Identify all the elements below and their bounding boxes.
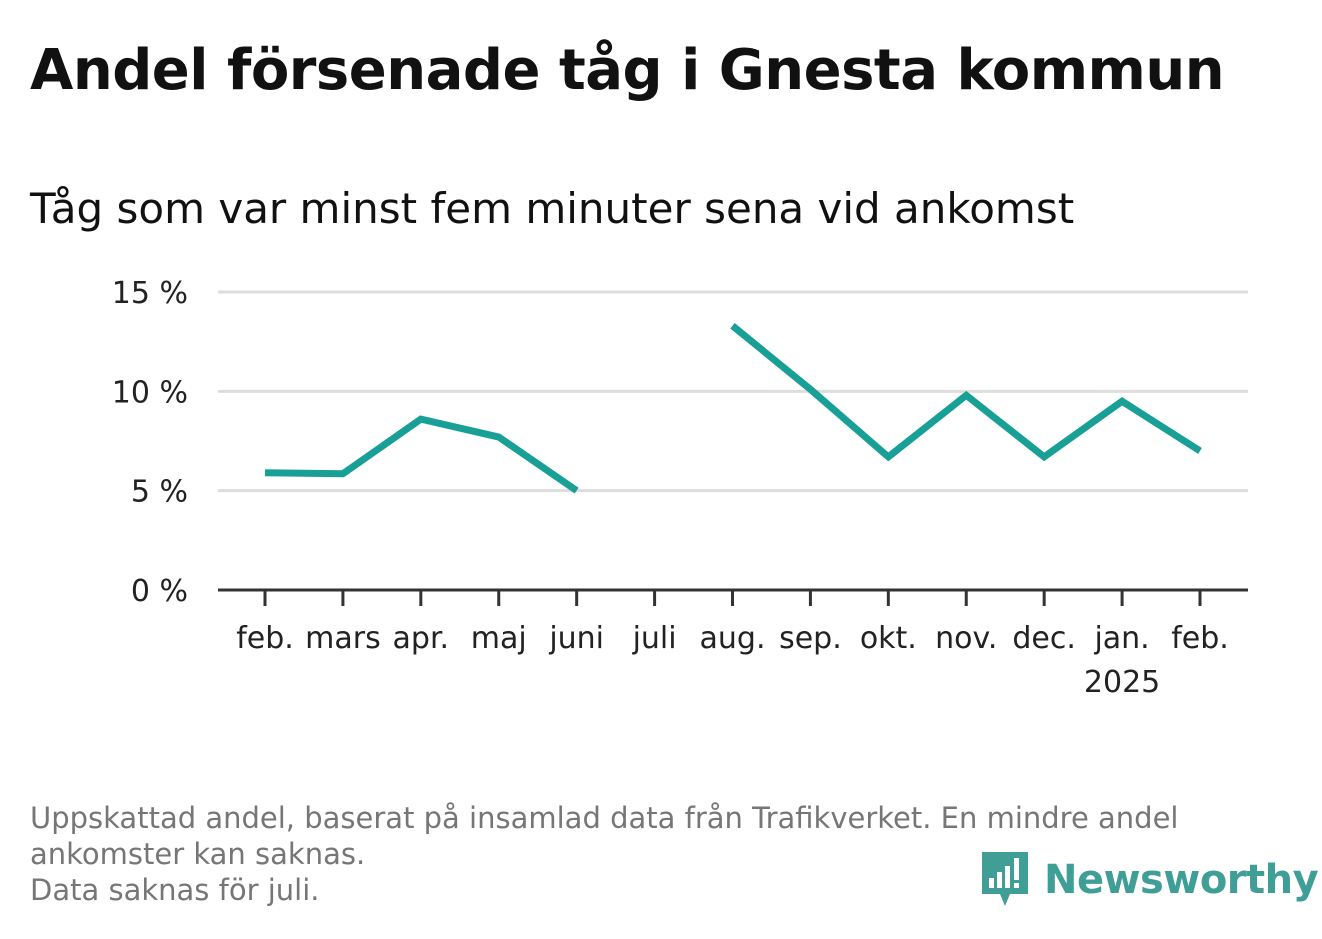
y-axis-ticks: 0 % 5 % 10 % 15 %: [112, 276, 188, 609]
x-tick-label: maj: [471, 621, 527, 656]
x-tick-label: aug.: [700, 621, 766, 656]
chart-subtitle: Tåg som var minst fem minuter sena vid a…: [30, 184, 1075, 233]
x-tick-label: apr.: [393, 621, 450, 656]
chart-title: Andel försenade tåg i Gnesta kommun: [30, 38, 1225, 103]
y-tick-label: 0 %: [131, 574, 188, 609]
brand-logo: Newsworthy: [980, 850, 1319, 910]
footnote: Uppskattad andel, baserat på insamlad da…: [30, 800, 1280, 908]
series-line: [730, 323, 1202, 462]
gridlines: [218, 290, 1248, 493]
x-tick-label: feb.: [236, 621, 294, 656]
x-tick-label: nov.: [935, 621, 997, 656]
brand-name: Newsworthy: [1044, 857, 1319, 903]
x-tick-label: dec.: [1012, 621, 1076, 656]
y-tick-label: 15 %: [112, 276, 188, 311]
x-tick-label: juli: [632, 621, 677, 656]
y-tick-label: 10 %: [112, 375, 188, 410]
footnote-line: ankomster kan saknas.: [30, 837, 366, 871]
x-tick-label: sep.: [779, 621, 842, 656]
x-axis-ticks: feb. mars apr. maj juni juli aug. sep. okt. nov. d…: [236, 621, 1229, 700]
x-tick-label: feb.: [1171, 621, 1229, 656]
newsworthy-logo-icon: [982, 852, 1028, 906]
footnote-line: Data saknas för juli.: [30, 873, 320, 907]
series-line: [264, 415, 579, 494]
x-tick-label: jan.: [1093, 621, 1149, 656]
y-tick-label: 5 %: [131, 475, 188, 510]
x-tick-label: okt.: [860, 621, 917, 656]
footnote-line: Uppskattad andel, baserat på insamlad da…: [30, 801, 1179, 835]
line-chart: 0 % 5 % 10 % 15 % feb. mars apr. maj juni juli au…: [112, 276, 1248, 700]
x-tick-label: juni: [548, 621, 604, 656]
series-lines: [264, 323, 1202, 494]
x-axis: [218, 588, 1248, 606]
x-tick-label: mars: [305, 621, 381, 656]
x-tick-sublabel: 2025: [1084, 665, 1160, 700]
